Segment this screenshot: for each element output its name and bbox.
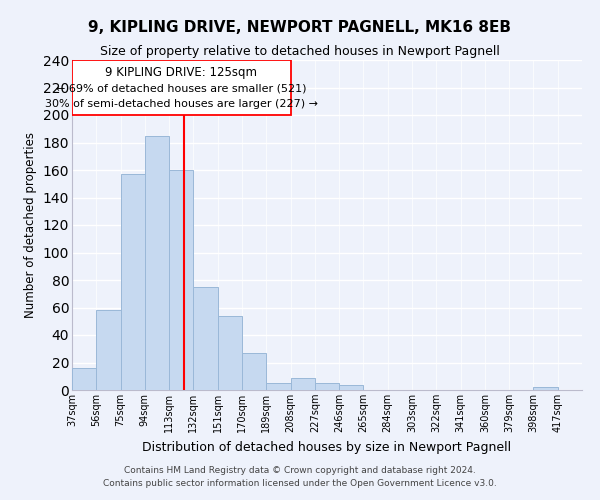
Text: 9 KIPLING DRIVE: 125sqm: 9 KIPLING DRIVE: 125sqm (105, 66, 257, 78)
Bar (218, 316, 242, 390)
Bar (315, 383, 339, 390)
Text: Contains HM Land Registry data © Crown copyright and database right 2024.
Contai: Contains HM Land Registry data © Crown c… (103, 466, 497, 487)
X-axis label: Distribution of detached houses by size in Newport Pagnell: Distribution of detached houses by size … (142, 440, 512, 454)
Bar (290, 378, 315, 390)
Bar (193, 287, 218, 390)
Text: 30% of semi-detached houses are larger (227) →: 30% of semi-detached houses are larger (… (45, 99, 318, 109)
Bar (72, 368, 96, 390)
Bar (266, 383, 290, 390)
Bar (242, 353, 266, 390)
Bar (169, 170, 193, 390)
Text: Size of property relative to detached houses in Newport Pagnell: Size of property relative to detached ho… (100, 45, 500, 58)
Bar (339, 384, 364, 390)
Y-axis label: Number of detached properties: Number of detached properties (24, 132, 37, 318)
Bar (533, 387, 558, 390)
Bar (145, 136, 169, 390)
Text: 9, KIPLING DRIVE, NEWPORT PAGNELL, MK16 8EB: 9, KIPLING DRIVE, NEWPORT PAGNELL, MK16 … (89, 20, 511, 35)
FancyBboxPatch shape (72, 60, 290, 115)
Text: ← 69% of detached houses are smaller (521): ← 69% of detached houses are smaller (52… (56, 84, 307, 94)
Bar (121, 174, 145, 390)
Bar (96, 310, 121, 390)
